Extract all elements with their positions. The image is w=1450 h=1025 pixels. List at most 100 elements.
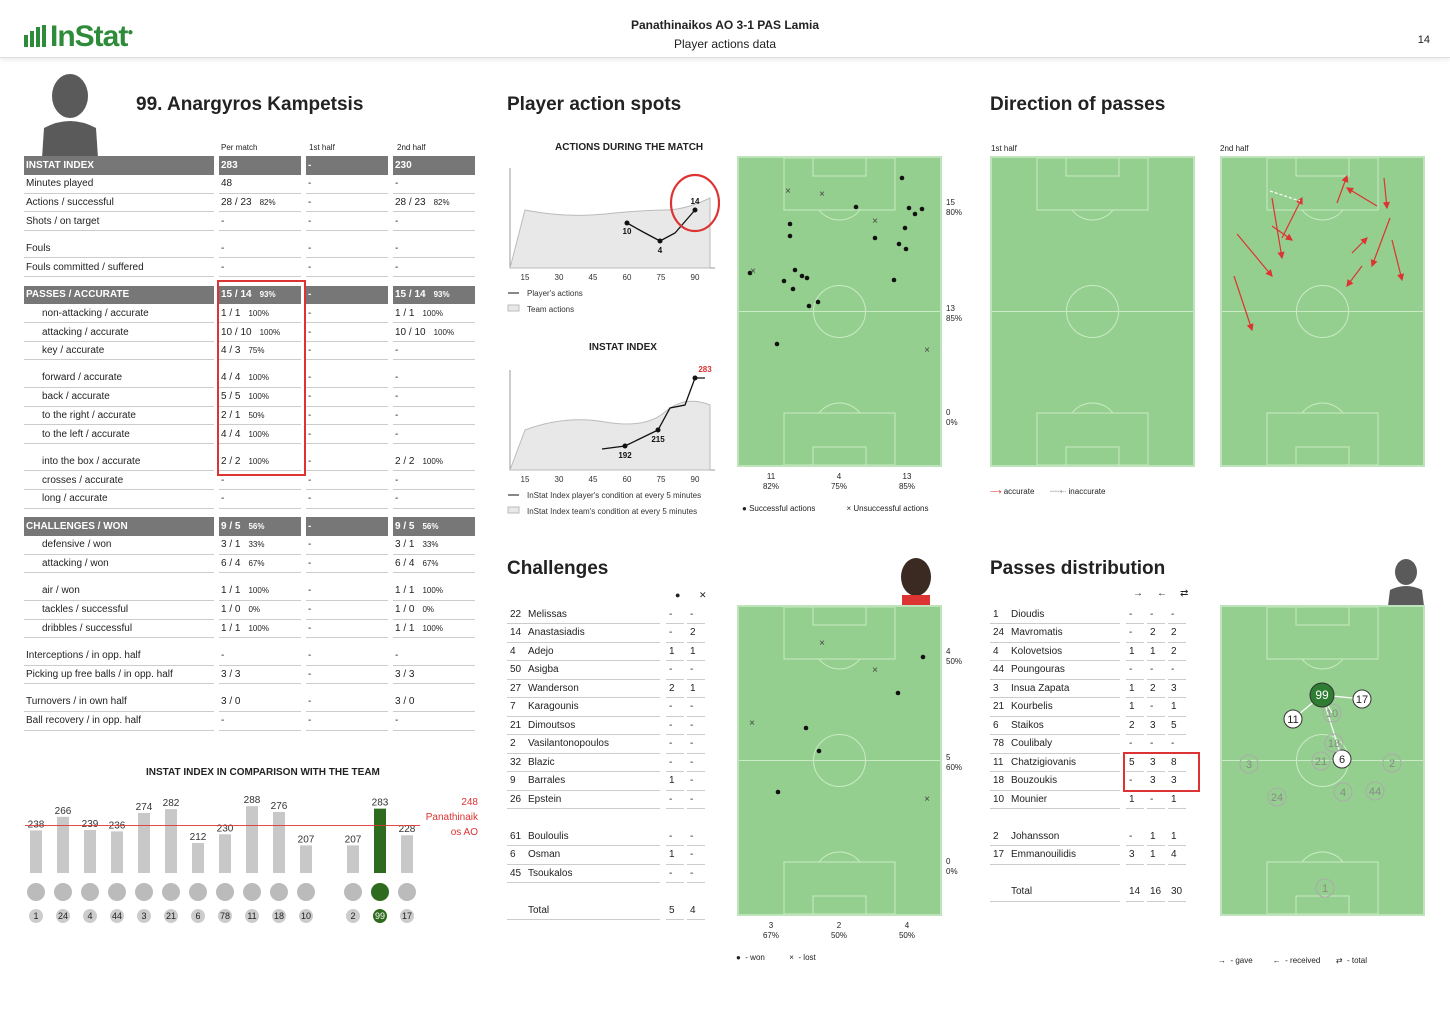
stat-cell-c2: - bbox=[306, 193, 388, 213]
player-number: 61 bbox=[507, 827, 525, 846]
value-lost: - bbox=[687, 790, 705, 809]
player-name: Coulibaly bbox=[1008, 734, 1120, 754]
stat-label: Turnovers / in own half bbox=[24, 692, 214, 712]
stats-row: PASSES / ACCURATE 15 / 14 93% -15 / 14 93% bbox=[24, 285, 475, 305]
player-name: Dimoutsos bbox=[525, 716, 660, 735]
player-node-label: 44 bbox=[1369, 786, 1381, 798]
comparison-bar bbox=[111, 831, 123, 873]
x-tick: 75 bbox=[657, 475, 666, 484]
value-t: 1 bbox=[1168, 827, 1186, 846]
legend-team: InStat Index team's condition at every 5… bbox=[527, 507, 697, 516]
value-t: 3 bbox=[1168, 771, 1186, 791]
list-item: 32 Blazic - - bbox=[507, 753, 708, 772]
player-name: Chatzigiovanis bbox=[1008, 753, 1120, 772]
challenge-won-dot bbox=[920, 654, 926, 660]
player-point bbox=[624, 220, 630, 226]
player-number: 6 bbox=[195, 911, 200, 921]
player-node bbox=[1309, 682, 1335, 708]
action-dot bbox=[902, 225, 908, 231]
player-number: 78 bbox=[220, 911, 230, 921]
player-point bbox=[655, 427, 661, 433]
player-avatar bbox=[54, 883, 72, 901]
direction-pitch-2nd-half bbox=[1220, 156, 1425, 467]
stat-cell-c2: - bbox=[306, 554, 388, 574]
value-won: - bbox=[666, 623, 684, 643]
stat-cell-c3: 15 / 14 93% bbox=[393, 285, 475, 305]
player-name: Vasilantonopoulos bbox=[525, 734, 660, 754]
player-name: Staikos bbox=[1008, 716, 1120, 735]
action-dot bbox=[919, 206, 925, 212]
stat-cell-c2: - bbox=[306, 406, 388, 426]
player-number: 10 bbox=[990, 790, 1008, 809]
list-item: 14 Anastasiadis -2 bbox=[507, 623, 708, 643]
list-item: 18 Bouzoukis -3 3 bbox=[990, 771, 1189, 791]
stat-cell-c2: - bbox=[306, 211, 388, 231]
value-t: 30 bbox=[1168, 882, 1186, 902]
point-label: 283 bbox=[698, 365, 712, 374]
stat-cell-c3: 9 / 5 56% bbox=[393, 517, 475, 536]
number-badge bbox=[191, 909, 205, 923]
player-node-label: 2 bbox=[1389, 758, 1395, 770]
stat-label: long / accurate bbox=[24, 489, 214, 509]
player-number: 21 bbox=[507, 716, 525, 735]
zone-label: 0 0% bbox=[946, 857, 958, 876]
player-name: Melissas bbox=[525, 605, 660, 624]
pass-arrow-inaccurate bbox=[1269, 190, 1301, 202]
value-lost: - bbox=[687, 845, 705, 865]
stat-cell-c2: - bbox=[306, 581, 388, 601]
value-g: 3 bbox=[1126, 845, 1144, 865]
action-spots-title: Player action spots bbox=[507, 94, 682, 115]
pass-arrow bbox=[1271, 225, 1293, 241]
action-dot bbox=[815, 299, 821, 305]
stat-cell-c1: 1 / 1 100% bbox=[219, 619, 301, 639]
list-item: 3 Insua Zapata 1 2 3 bbox=[990, 679, 1189, 698]
value-won: - bbox=[666, 827, 684, 846]
stat-cell-c3: - bbox=[393, 174, 475, 194]
stat-cell-c1: 4 / 4 100% bbox=[219, 424, 301, 444]
col-1st-half: 1st half bbox=[309, 143, 335, 152]
won-header-icon: ● bbox=[675, 590, 681, 600]
highlight-circle bbox=[669, 173, 720, 233]
player-point bbox=[692, 207, 698, 213]
instat-index-chart-title: INSTAT INDEX bbox=[589, 342, 657, 353]
player-point bbox=[657, 238, 663, 244]
player-number: 44 bbox=[112, 911, 122, 921]
action-spots-pitch: × × × × × bbox=[737, 156, 942, 467]
action-lane-labels: 11 82% 4 75% 13 85% bbox=[737, 472, 942, 492]
list-item: 21 Dimoutsos - - bbox=[507, 716, 708, 735]
actions-chart-title: ACTIONS DURING THE MATCH bbox=[555, 142, 704, 153]
value-lost: - bbox=[687, 827, 705, 846]
page-subtitle: Player actions data bbox=[673, 37, 777, 51]
lane-label: 4 75% bbox=[830, 472, 847, 491]
player-node bbox=[1382, 753, 1402, 773]
player-number: 1 bbox=[33, 911, 38, 921]
list-item: 61 Bouloulis - - bbox=[507, 827, 708, 846]
challenge-won-dot bbox=[803, 725, 809, 731]
stats-row: Actions / successful 28 / 23 82% -28 / 23 82… bbox=[24, 193, 475, 213]
player-number: 17 bbox=[990, 845, 1008, 865]
player-number: 11 bbox=[247, 911, 256, 921]
value-won: - bbox=[666, 864, 684, 883]
player-number: 44 bbox=[990, 660, 1008, 680]
player-name: Mavromatis bbox=[1008, 623, 1120, 643]
stat-label: Fouls committed / suffered bbox=[24, 257, 214, 278]
stat-cell-c2: - bbox=[306, 239, 388, 259]
stat-cell-c2: - bbox=[306, 257, 388, 278]
value-t: 1 bbox=[1168, 697, 1186, 717]
list-item: 50 Asigba - - bbox=[507, 660, 708, 680]
stat-label: Actions / successful bbox=[24, 193, 214, 213]
stat-cell-c1: - bbox=[219, 711, 301, 731]
zone-label: 4 50% bbox=[946, 647, 963, 666]
challenges-title: Challenges bbox=[507, 558, 609, 579]
player-node-label: 1 bbox=[1322, 883, 1328, 895]
value-lost: - bbox=[687, 716, 705, 735]
stat-label: into the box / accurate bbox=[24, 452, 214, 472]
stat-cell-c2: - bbox=[306, 535, 388, 555]
value-r: 1 bbox=[1147, 827, 1165, 846]
zone-label: 13 85% bbox=[946, 304, 963, 323]
direction-half2-label: 2nd half bbox=[1220, 144, 1249, 153]
action-dot bbox=[872, 235, 878, 241]
action-dot bbox=[799, 273, 805, 279]
stat-cell-c1: - bbox=[219, 646, 301, 666]
player-node bbox=[1239, 754, 1259, 774]
